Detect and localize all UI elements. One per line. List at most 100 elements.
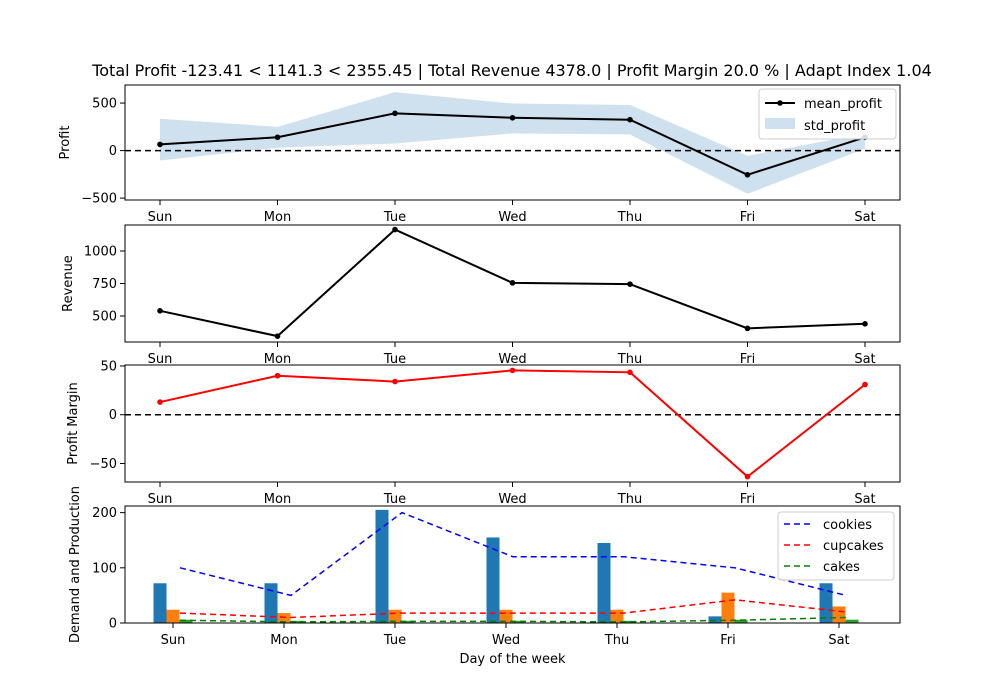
data-point — [627, 281, 633, 287]
data-point — [392, 378, 398, 385]
legend-label: cakes — [823, 560, 860, 575]
x-tick-label: Tue — [383, 210, 406, 225]
series-line-cookies — [179, 511, 847, 597]
bar-cakes — [179, 619, 193, 623]
legend-swatch-band — [765, 118, 795, 129]
data-point — [509, 114, 516, 121]
panel-4: 0 100 200 Sun Mon Tue Wed Thu Fri Sat Demand and P… — [68, 486, 901, 667]
data-point — [392, 226, 398, 233]
bar-cookies — [597, 542, 611, 623]
axes-frame — [124, 364, 901, 483]
legend-swatch-marker — [777, 100, 783, 106]
x-tick-label: Tue — [383, 633, 406, 648]
x-tick-label: Mon — [264, 210, 291, 225]
y-tick-label: 500 — [92, 310, 117, 325]
legend-label: cookies — [823, 518, 872, 533]
data-point — [744, 325, 751, 332]
x-tick-label: Wed — [492, 633, 520, 648]
data-point — [274, 372, 281, 379]
x-tick-label: Thu — [617, 352, 642, 367]
bar-cupcakes — [610, 609, 624, 623]
panel-1: −500 0 500 Sun Mon Tue Wed Thu Fri Sat Profit mean_… — [58, 84, 901, 225]
x-tick-label: Sun — [148, 492, 173, 507]
data-point — [157, 399, 163, 405]
y-axis-label: Revenue — [61, 255, 76, 312]
data-point — [157, 308, 163, 314]
bar-cookies — [375, 509, 389, 623]
x-axis-label: Day of the week — [459, 652, 566, 667]
series-line-cupcakes — [179, 599, 847, 619]
axes-frame — [124, 224, 901, 343]
x-tick-label: Sun — [148, 210, 173, 225]
x-tick-label: Tue — [383, 352, 406, 367]
y-tick-label: 0 — [109, 408, 117, 423]
y-tick-label: 0 — [109, 617, 117, 632]
y-tick-label: 1000 — [84, 245, 117, 260]
y-axis-label: Demand and Production — [68, 486, 83, 643]
x-tick-label: Fri — [720, 633, 736, 648]
y-axis-label: Profit — [58, 126, 73, 160]
bar-cakes — [401, 620, 415, 623]
axes-frame — [124, 505, 901, 624]
bar-cupcakes — [166, 609, 180, 623]
x-tick-label: Sat — [854, 352, 875, 367]
legend-box — [777, 511, 895, 581]
data-point — [744, 473, 751, 480]
x-tick-label: Fri — [740, 492, 756, 507]
x-tick-label: Sat — [854, 210, 875, 225]
axes-frame — [124, 84, 901, 201]
x-tick-label: Mon — [264, 492, 291, 507]
y-tick-label: 750 — [92, 277, 117, 292]
bar-cupcakes — [721, 592, 735, 623]
y-tick-label: 50 — [100, 359, 117, 374]
bar-cookies — [486, 537, 500, 623]
x-tick-label: Thu — [604, 633, 629, 648]
data-point — [392, 110, 398, 117]
x-tick-label: Mon — [270, 633, 297, 648]
std-profit-band — [160, 92, 865, 194]
x-tick-label: Fri — [740, 352, 756, 367]
data-point — [627, 116, 633, 123]
bar-cakes — [290, 620, 304, 623]
series-line — [159, 369, 866, 478]
bar-cookies — [264, 583, 278, 623]
chart-title: Total Profit -123.41 < 1141.3 < 2355.45 … — [91, 61, 932, 80]
y-tick-label: 500 — [92, 97, 117, 112]
bar-cookies — [153, 583, 167, 623]
x-tick-label: Sat — [854, 492, 875, 507]
legend-label: std_profit — [804, 119, 865, 134]
y-tick-label: −50 — [90, 457, 117, 472]
data-point — [744, 172, 751, 178]
x-tick-label: Sun — [148, 352, 173, 367]
x-tick-label: Mon — [264, 352, 291, 367]
data-point — [862, 381, 868, 388]
legend-label: mean_profit — [804, 97, 882, 112]
x-tick-label: Sun — [161, 633, 186, 648]
bar-cakes — [512, 620, 526, 623]
data-point — [274, 333, 281, 339]
panel-3: −50 0 50 Sun Mon Tue Wed Thu Fri Sat Profit Margin — [66, 359, 901, 507]
x-tick-label: Wed — [498, 352, 526, 367]
x-tick-label: Wed — [498, 210, 526, 225]
x-tick-label: Thu — [617, 492, 642, 507]
data-point — [862, 321, 868, 327]
legend: mean_profit std_profit — [758, 88, 897, 140]
panel-2: 500 750 1000 Sun Mon Tue Wed Thu Fri Sat Revenue — [61, 224, 901, 367]
series-line-cakes — [179, 616, 847, 623]
x-tick-label: Thu — [617, 210, 642, 225]
data-point — [627, 369, 633, 376]
y-tick-label: 100 — [92, 561, 117, 576]
x-tick-label: Sat — [828, 633, 849, 648]
y-tick-label: 200 — [92, 506, 117, 521]
bar-cakes — [845, 619, 859, 623]
legend-label: cupcakes — [823, 539, 884, 554]
bar-cupcakes — [277, 613, 291, 623]
legend: cookies cupcakes cakes — [777, 511, 895, 581]
bar-cookies — [708, 616, 722, 623]
y-tick-label: 0 — [109, 144, 117, 159]
bar-cookies — [819, 583, 833, 623]
data-point — [157, 141, 163, 148]
y-tick-label: −500 — [81, 192, 117, 207]
x-tick-label: Tue — [383, 492, 406, 507]
